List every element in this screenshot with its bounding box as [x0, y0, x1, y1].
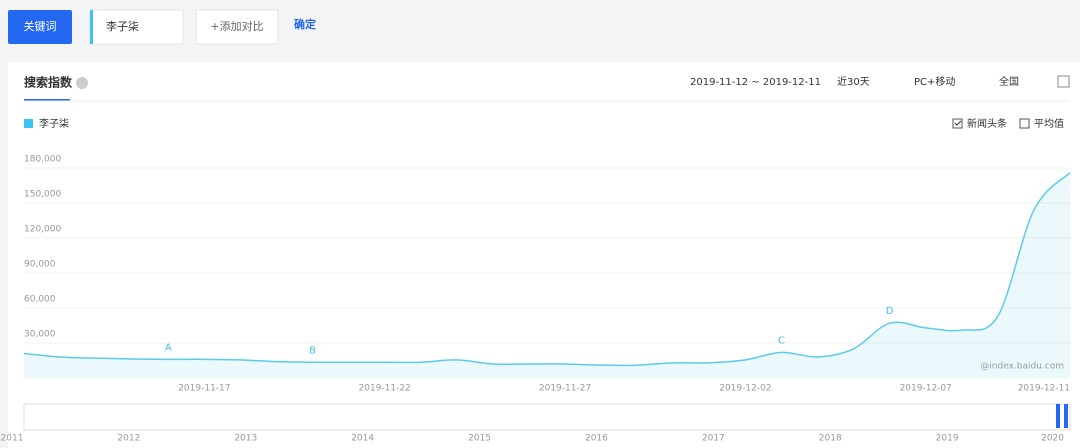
- timeline-year: 2013: [234, 434, 257, 444]
- annotation: C: [778, 335, 785, 346]
- input-accent: [90, 10, 93, 44]
- watermark: @index.baidu.com: [980, 362, 1064, 372]
- region-dropdown[interactable]: 全国: [999, 75, 1019, 88]
- checkbox-label: 平均值: [1034, 117, 1064, 130]
- y-tick-label: 90,000: [24, 260, 56, 270]
- checkbox[interactable]: [1019, 118, 1030, 129]
- keyword-button-label: 关键词: [24, 19, 57, 33]
- panel: [8, 62, 1080, 448]
- export-icon[interactable]: [1057, 75, 1070, 88]
- device-dropdown[interactable]: PC+移动: [914, 75, 955, 88]
- help-icon[interactable]: [76, 77, 88, 89]
- confirm[interactable]: 确定: [294, 17, 316, 31]
- timeline-handle[interactable]: [1064, 404, 1068, 428]
- timeline-year: 2011: [1, 434, 24, 444]
- timeline-handle[interactable]: [1056, 404, 1060, 428]
- date-range: 2019-11-12 ~ 2019-12-11: [690, 77, 821, 88]
- timeline-year: 2016: [585, 434, 608, 444]
- panel-title: 搜索指数: [24, 75, 73, 90]
- series-area: [24, 172, 1070, 378]
- legend-label: 李子柒: [39, 117, 69, 130]
- annotation: A: [165, 342, 172, 353]
- add-compare-label: +添加对比: [210, 19, 263, 33]
- series-line: [23, 172, 1071, 367]
- y-tick-label: 150,000: [24, 190, 61, 200]
- checkbox[interactable]: [952, 118, 963, 129]
- x-tick-label: 2019-11-27: [539, 384, 591, 394]
- timeline-year: 2019: [936, 434, 959, 444]
- y-tick-label: 30,000: [24, 330, 56, 340]
- x-tick-label: 2019-12-07: [900, 384, 952, 394]
- timeline-year: 2017: [702, 434, 725, 444]
- x-tick-label: 2019-11-22: [359, 384, 411, 394]
- timeline-year: 2018: [819, 434, 842, 444]
- checkmark: [954, 120, 962, 126]
- timeline-year: 2014: [351, 434, 374, 444]
- timeline-year: 2020: [1041, 434, 1064, 444]
- legend-swatch: [24, 119, 33, 128]
- keyword-input-text: 李子柒: [106, 19, 139, 33]
- timeline-navigator[interactable]: [23, 403, 1071, 431]
- y-tick-label: 60,000: [24, 295, 56, 305]
- annotation: D: [886, 306, 894, 317]
- x-tick-label: 2019-12-11: [1018, 384, 1070, 394]
- add-compare[interactable]: [195, 9, 279, 45]
- timeline-year: 2015: [468, 434, 491, 444]
- annotation: B: [309, 345, 316, 356]
- x-tick-label: 2019-11-17: [178, 384, 230, 394]
- keyword-input[interactable]: [89, 9, 184, 45]
- x-tick-label: 2019-12-02: [719, 384, 771, 394]
- y-tick-label: 180,000: [24, 155, 61, 165]
- keyword-button[interactable]: [8, 10, 72, 44]
- timeline-year: 2012: [117, 434, 140, 444]
- checkbox-label: 新闻头条: [967, 117, 1007, 130]
- period-dropdown[interactable]: 近30天: [837, 75, 870, 88]
- y-tick-label: 120,000: [24, 225, 61, 235]
